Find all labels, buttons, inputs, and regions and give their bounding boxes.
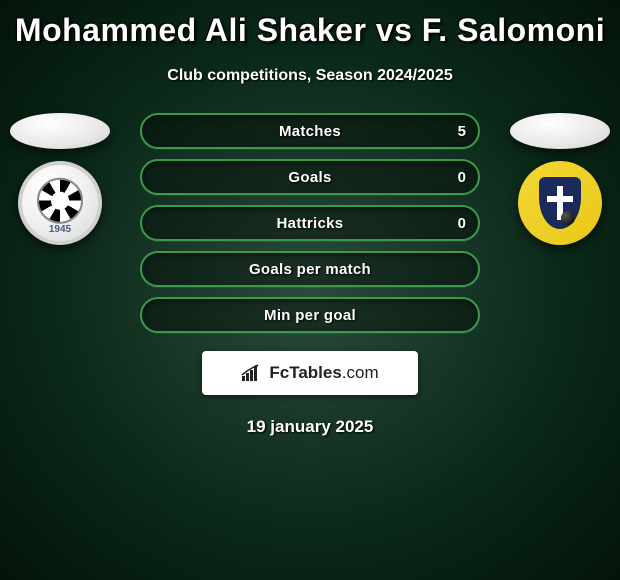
- main-panel: 1945 Matches 5 Goals 0: [0, 113, 620, 437]
- stat-label: Matches: [279, 123, 341, 140]
- club-badge-right: [518, 161, 602, 245]
- stat-right-value: 0: [458, 215, 466, 232]
- shield-icon: [539, 177, 581, 229]
- stat-label: Min per goal: [264, 307, 356, 324]
- branding-badge[interactable]: FcTables.com: [202, 351, 418, 395]
- subtitle: Club competitions, Season 2024/2025: [0, 67, 620, 85]
- date-label: 19 january 2025: [0, 417, 620, 437]
- player-left-column: 1945: [0, 113, 120, 245]
- stat-label: Goals: [288, 169, 331, 186]
- stats-list: Matches 5 Goals 0 Hattricks 0 Goals per …: [140, 113, 480, 333]
- stat-right-value: 5: [458, 123, 466, 140]
- stat-row-goals: Goals 0: [140, 159, 480, 195]
- club-badge-left-year: 1945: [22, 224, 98, 235]
- bar-chart-icon: [241, 364, 263, 382]
- stat-row-matches: Matches 5: [140, 113, 480, 149]
- stat-label: Hattricks: [277, 215, 344, 232]
- player-left-avatar: [10, 113, 110, 149]
- stat-row-gpm: Goals per match: [140, 251, 480, 287]
- stat-right-value: 0: [458, 169, 466, 186]
- stat-row-mpg: Min per goal: [140, 297, 480, 333]
- club-badge-left: 1945: [18, 161, 102, 245]
- stat-row-hattricks: Hattricks 0: [140, 205, 480, 241]
- comparison-card: Mohammed Ali Shaker vs F. Salomoni Club …: [0, 0, 620, 437]
- player-right-avatar: [510, 113, 610, 149]
- stat-label: Goals per match: [249, 261, 371, 278]
- player-right-column: [500, 113, 620, 245]
- page-title: Mohammed Ali Shaker vs F. Salomoni: [0, 8, 620, 53]
- branding-text: FcTables.com: [269, 363, 378, 383]
